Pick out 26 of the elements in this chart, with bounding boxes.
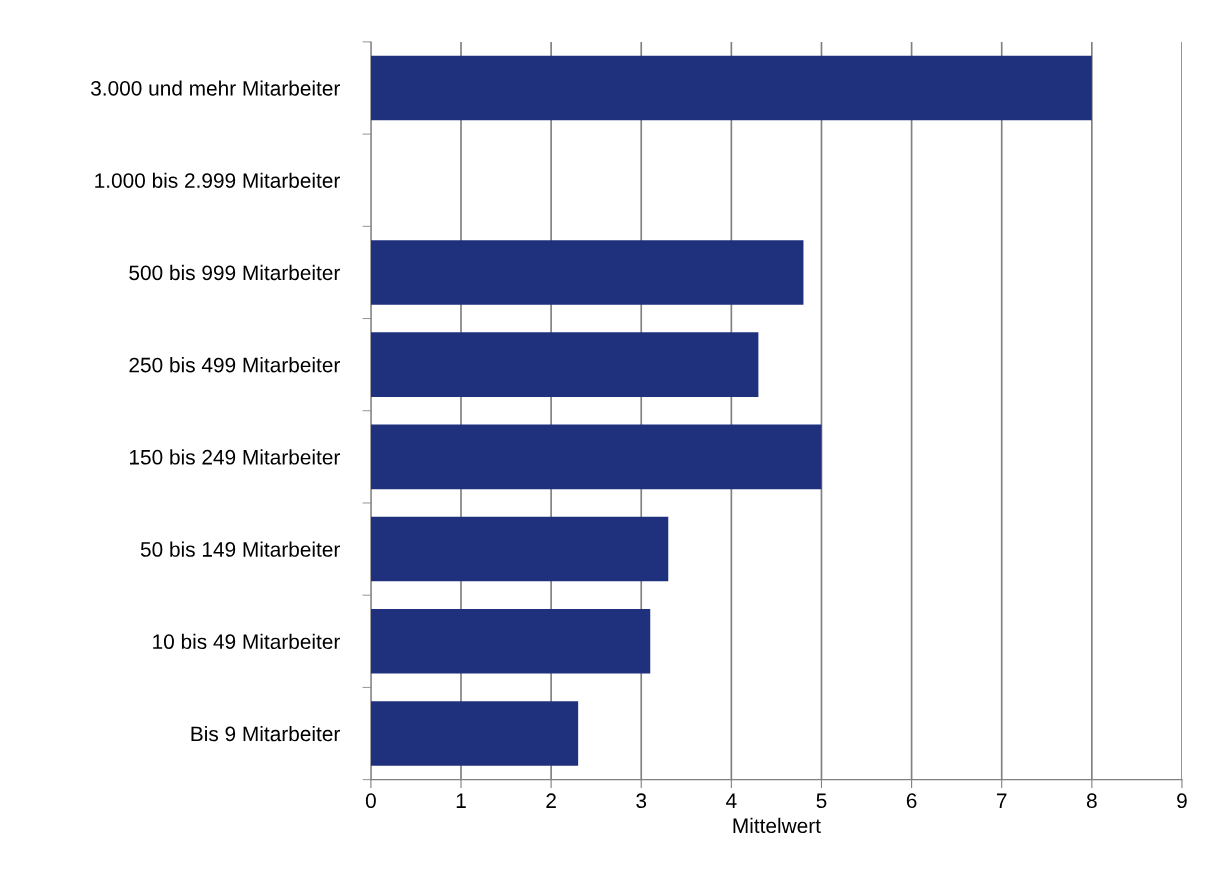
bar [370, 55, 1092, 121]
bar [370, 701, 579, 766]
x-tick-label: 2 [546, 793, 556, 808]
x-axis-title: Mittelwert [733, 817, 821, 834]
bar [370, 609, 651, 674]
y-tick-label: 1.000 bis 2.999 Mitarbeiter [95, 172, 340, 188]
x-tick-label: 5 [816, 793, 827, 809]
bar [370, 240, 804, 305]
bar [370, 516, 669, 582]
y-tick-label: 500 bis 999 Mitarbeiter [129, 264, 340, 281]
x-tick-label: 8 [1086, 793, 1097, 809]
y-tick-label: 10 bis 49 Mitarbeiter [153, 633, 340, 650]
x-tick-label: 9 [1177, 793, 1187, 809]
y-tick-label: 150 bis 249 Mitarbeiter [130, 449, 340, 465]
x-tick-label: 3 [636, 793, 647, 809]
bar [370, 424, 822, 490]
x-tick-label: 4 [726, 793, 737, 808]
x-tick-label: 1 [456, 793, 466, 808]
y-tick-label: Bis 9 Mitarbeiter [191, 725, 340, 742]
y-tick-label: 50 bis 149 Mitarbeiter [140, 541, 340, 557]
x-tick-label: 7 [996, 793, 1007, 808]
x-tick-label: 6 [906, 793, 917, 809]
y-tick-label: 250 bis 499 Mitarbeiter [129, 357, 340, 373]
x-tick-label: 0 [365, 793, 376, 809]
y-tick-label: 3.000 und mehr Mitarbeiter [91, 80, 340, 96]
bar [370, 332, 759, 397]
